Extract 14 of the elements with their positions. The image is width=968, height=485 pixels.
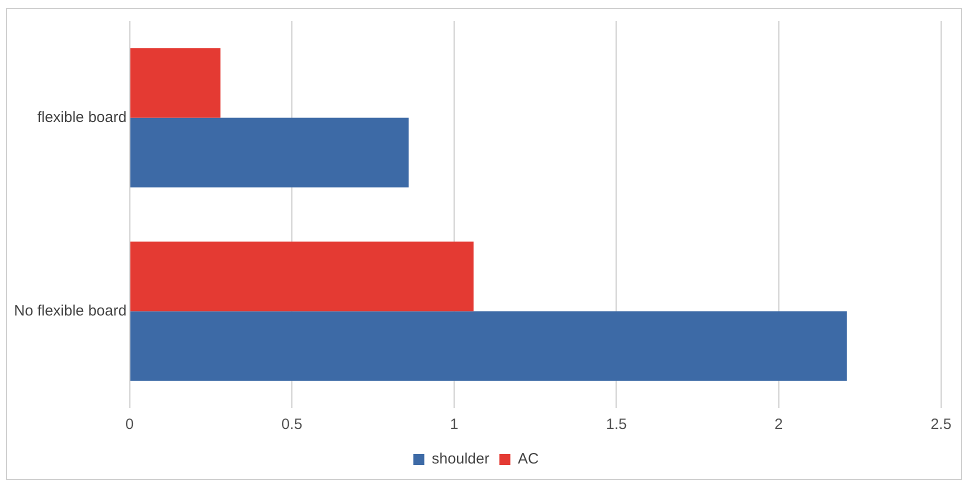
x-tick-label: 0	[125, 416, 134, 434]
y-tick-label: flexible board	[37, 108, 127, 126]
x-tick-label: 1	[450, 416, 458, 434]
bar	[130, 118, 409, 188]
y-tick-label: No flexible board	[14, 302, 127, 320]
legend-label: shoulder	[432, 450, 490, 468]
x-tick-label: 2.5	[930, 416, 952, 434]
x-tick-label: 1.5	[606, 416, 627, 434]
x-tick-label: 0.5	[281, 416, 302, 434]
bar	[130, 311, 847, 381]
x-tick-label: 2	[774, 416, 783, 434]
legend-label: AC	[518, 450, 539, 468]
bar	[130, 48, 220, 118]
bar	[130, 242, 474, 312]
